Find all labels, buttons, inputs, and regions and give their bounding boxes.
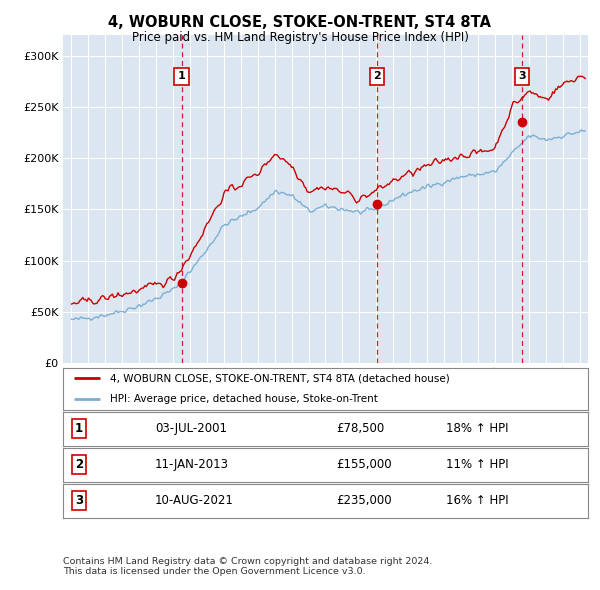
Text: 2: 2 [373, 71, 381, 81]
Text: £235,000: £235,000 [336, 494, 392, 507]
Text: 11% ↑ HPI: 11% ↑ HPI [446, 458, 509, 471]
Text: 18% ↑ HPI: 18% ↑ HPI [446, 422, 509, 435]
Text: 16% ↑ HPI: 16% ↑ HPI [446, 494, 509, 507]
Text: 11-JAN-2013: 11-JAN-2013 [155, 458, 229, 471]
Text: 3: 3 [74, 494, 83, 507]
Text: Contains HM Land Registry data © Crown copyright and database right 2024.
This d: Contains HM Land Registry data © Crown c… [63, 557, 433, 576]
Text: 1: 1 [74, 422, 83, 435]
Text: 2: 2 [74, 458, 83, 471]
Text: 10-AUG-2021: 10-AUG-2021 [155, 494, 234, 507]
Text: Price paid vs. HM Land Registry's House Price Index (HPI): Price paid vs. HM Land Registry's House … [131, 31, 469, 44]
Text: 03-JUL-2001: 03-JUL-2001 [155, 422, 227, 435]
Text: 4, WOBURN CLOSE, STOKE-ON-TRENT, ST4 8TA (detached house): 4, WOBURN CLOSE, STOKE-ON-TRENT, ST4 8TA… [110, 373, 450, 383]
Text: 3: 3 [518, 71, 526, 81]
Text: £78,500: £78,500 [336, 422, 384, 435]
Text: HPI: Average price, detached house, Stoke-on-Trent: HPI: Average price, detached house, Stok… [110, 395, 378, 404]
Text: 4, WOBURN CLOSE, STOKE-ON-TRENT, ST4 8TA: 4, WOBURN CLOSE, STOKE-ON-TRENT, ST4 8TA [109, 15, 491, 30]
Text: £155,000: £155,000 [336, 458, 392, 471]
Text: 1: 1 [178, 71, 185, 81]
